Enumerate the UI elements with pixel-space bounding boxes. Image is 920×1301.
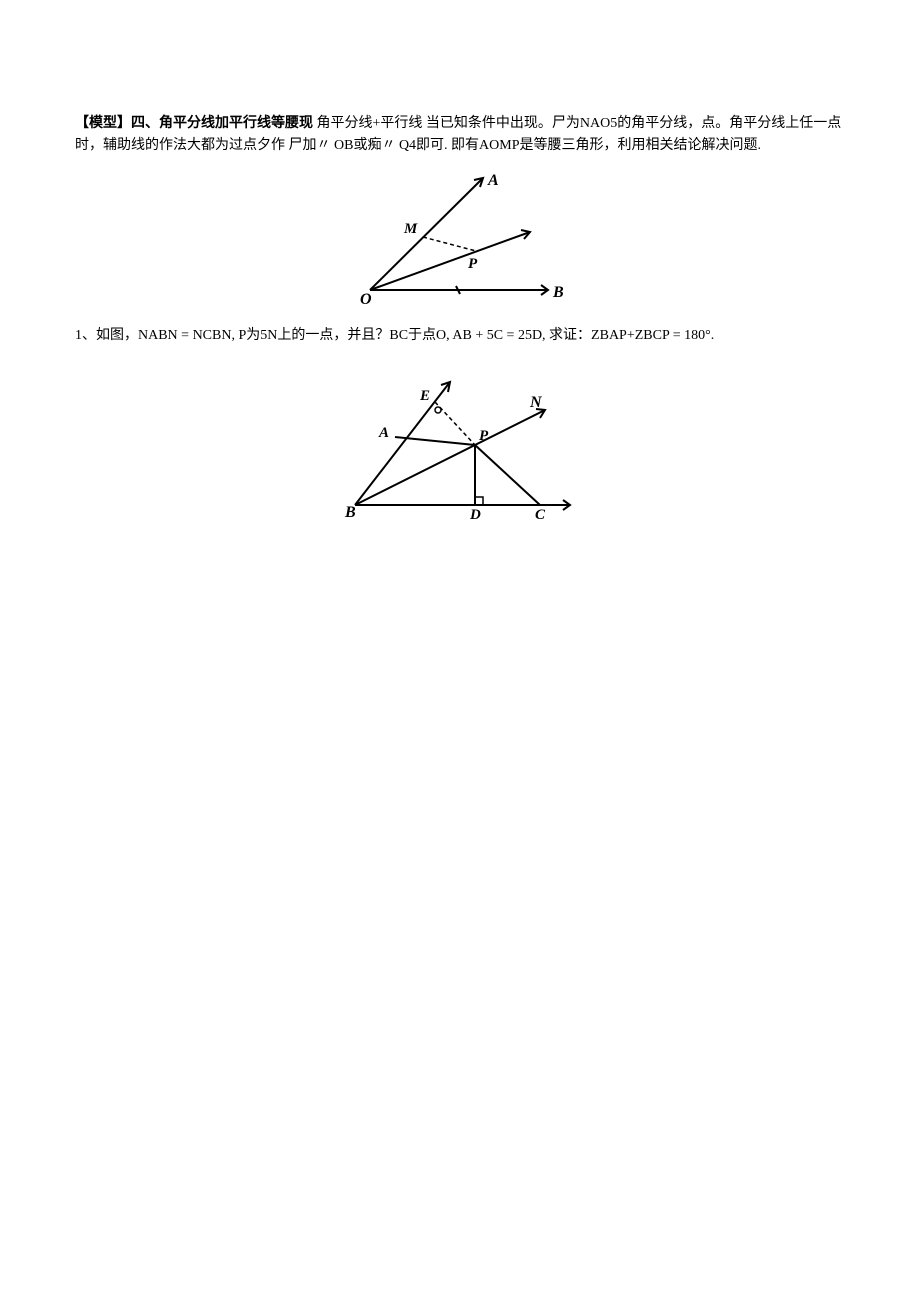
heading-bracket: 【模型】: [75, 116, 131, 131]
figure-2-svg: E N A P B D C: [335, 377, 590, 522]
model-heading: 【模型】四、角平分线加平行线等腰现 角平分线+平行线 当已知条件中出现。尸为NA…: [75, 113, 850, 156]
fig2-label-E: E: [419, 388, 430, 404]
figure-1-wrap: A M P O B: [75, 170, 850, 305]
heading-title: 四、角平分线加平行线等腰现: [131, 116, 313, 131]
fig2-label-D: D: [469, 507, 481, 522]
fig2-label-N: N: [529, 394, 543, 411]
fig1-label-O: O: [360, 291, 372, 305]
fig2-label-C: C: [535, 507, 546, 522]
fig1-label-P: P: [468, 256, 478, 272]
fig2-label-P: P: [479, 428, 489, 444]
figure-1-svg: A M P O B: [348, 170, 578, 305]
fig1-label-M: M: [403, 221, 418, 237]
problem-1: 1、如图，NABN = NCBN, P为5N上的一点，并且？BC于点O, AB …: [75, 325, 850, 347]
problem-1-text: 1、如图，NABN = NCBN, P为5N上的一点，并且？BC于点O, AB …: [75, 328, 714, 343]
figure-2-wrap: E N A P B D C: [75, 377, 850, 522]
fig2-label-A: A: [378, 425, 389, 441]
fig2-label-B: B: [344, 504, 356, 521]
fig1-label-A: A: [487, 172, 499, 189]
fig1-label-B: B: [552, 284, 564, 301]
